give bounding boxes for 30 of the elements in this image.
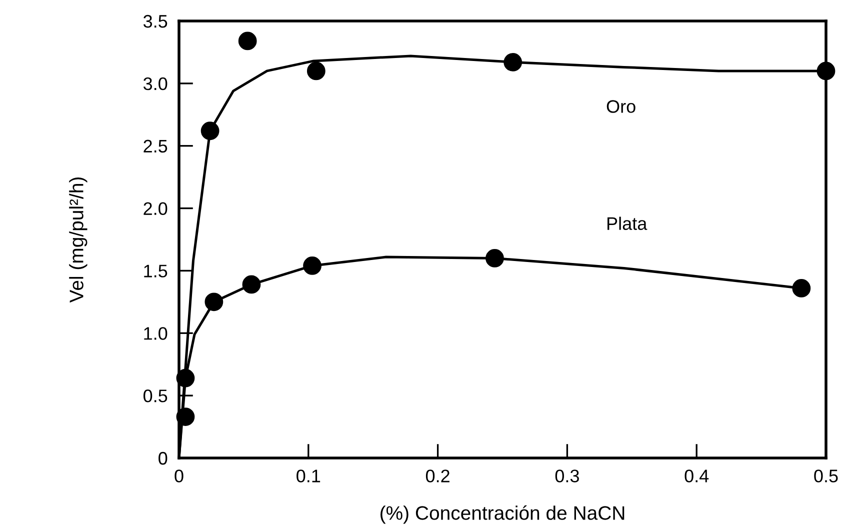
point bbox=[303, 256, 322, 275]
y-tick-label: 3.5 bbox=[143, 14, 168, 28]
point bbox=[486, 249, 504, 268]
x-tick-label: 0.4 bbox=[684, 470, 709, 482]
point bbox=[176, 408, 195, 426]
series-label: Oro bbox=[606, 100, 636, 113]
point bbox=[200, 122, 220, 140]
text: Plata bbox=[608, 216, 648, 230]
point bbox=[204, 292, 224, 312]
x-tick-label: 0.5 bbox=[814, 470, 838, 482]
point bbox=[792, 278, 811, 298]
y-tick-label: 0 bbox=[158, 452, 168, 465]
y-tick-label: 1.5 bbox=[144, 264, 168, 278]
point bbox=[504, 53, 522, 72]
x-tick-label: 0.1 bbox=[296, 470, 320, 482]
point bbox=[176, 368, 195, 388]
y-tick-label: 2.0 bbox=[144, 202, 168, 216]
point bbox=[816, 62, 836, 80]
point bbox=[238, 32, 257, 50]
y-tick-label: 2.5 bbox=[144, 140, 168, 153]
x-tick-label: 0.3 bbox=[555, 470, 579, 482]
point bbox=[306, 62, 326, 80]
y-tick-label: 0.5 bbox=[143, 390, 168, 402]
x-tick-label: 0 bbox=[174, 470, 184, 482]
y-tick-label: 3.0 bbox=[143, 77, 168, 90]
x-axis-title: (%) Concentración de NaCN bbox=[380, 505, 624, 524]
x-tick-label: 0.2 bbox=[426, 470, 450, 482]
point bbox=[242, 275, 261, 294]
y-axis-title: Vel (mg/pul²/h) bbox=[69, 177, 88, 303]
y-tick-label: 1.0 bbox=[144, 327, 168, 340]
